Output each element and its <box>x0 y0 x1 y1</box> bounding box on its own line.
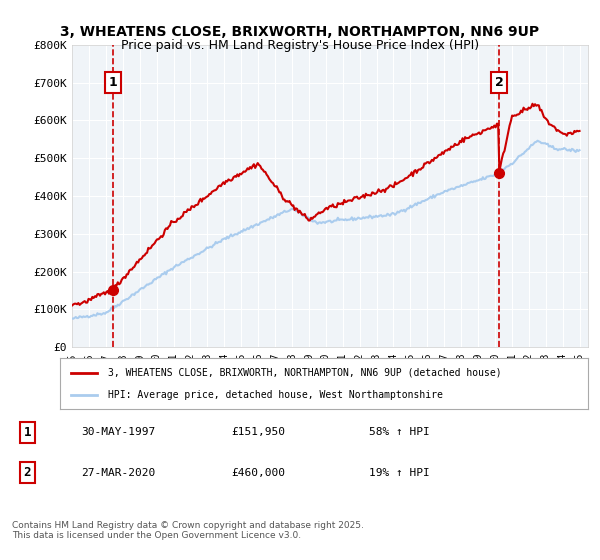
Text: 2: 2 <box>23 466 31 479</box>
Text: Contains HM Land Registry data © Crown copyright and database right 2025.
This d: Contains HM Land Registry data © Crown c… <box>12 521 364 540</box>
Text: 27-MAR-2020: 27-MAR-2020 <box>81 468 155 478</box>
Text: 1: 1 <box>23 426 31 439</box>
Text: Price paid vs. HM Land Registry's House Price Index (HPI): Price paid vs. HM Land Registry's House … <box>121 39 479 52</box>
Text: £151,950: £151,950 <box>231 427 285 437</box>
Text: 3, WHEATENS CLOSE, BRIXWORTH, NORTHAMPTON, NN6 9UP: 3, WHEATENS CLOSE, BRIXWORTH, NORTHAMPTO… <box>61 25 539 39</box>
Text: 58% ↑ HPI: 58% ↑ HPI <box>369 427 430 437</box>
Text: 19% ↑ HPI: 19% ↑ HPI <box>369 468 430 478</box>
Text: 1: 1 <box>109 76 117 89</box>
Text: 2: 2 <box>494 76 503 89</box>
Text: 30-MAY-1997: 30-MAY-1997 <box>81 427 155 437</box>
Text: HPI: Average price, detached house, West Northamptonshire: HPI: Average price, detached house, West… <box>107 390 442 400</box>
Text: £460,000: £460,000 <box>231 468 285 478</box>
Text: 3, WHEATENS CLOSE, BRIXWORTH, NORTHAMPTON, NN6 9UP (detached house): 3, WHEATENS CLOSE, BRIXWORTH, NORTHAMPTO… <box>107 367 501 377</box>
